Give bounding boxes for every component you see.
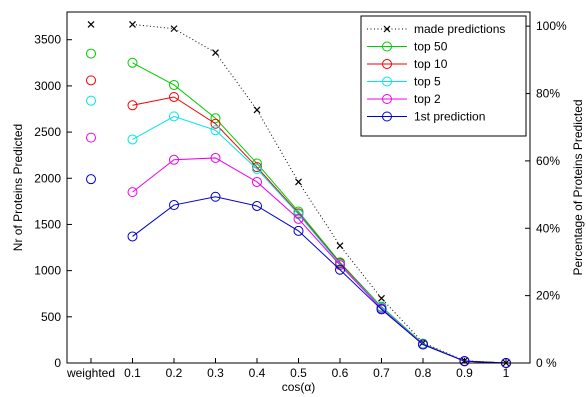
data-point-x-marker — [212, 49, 219, 57]
data-point-circle-marker — [127, 57, 138, 68]
legend-label: top 10 — [414, 57, 448, 71]
data-point-circle-marker — [210, 118, 221, 129]
data-point-x-marker — [253, 106, 261, 114]
x-tick-label: 0.9 — [456, 366, 473, 380]
data-point-x-marker — [295, 178, 302, 186]
data-point-circle-marker — [210, 191, 221, 202]
y-right-tick-label: 80% — [536, 87, 560, 101]
x-tick-label: 0.7 — [373, 366, 390, 380]
x-tick-label: 0.1 — [124, 366, 141, 380]
x-tick-label: 1 — [503, 366, 510, 380]
legend-circle-marker — [382, 59, 392, 69]
legend-x-marker — [383, 25, 391, 33]
data-point-circle-marker — [252, 176, 262, 187]
data-point-circle-marker — [293, 225, 304, 236]
data-point-circle-marker — [127, 134, 138, 145]
data-point-circle-marker — [376, 304, 387, 315]
y-right-tick-label: 20% — [536, 289, 560, 303]
axes-layer: 0 500 1000 1500 2000 2500 3000 3500 0 % 20% 40% 60%… — [34, 19, 567, 380]
legend-circle-marker — [382, 76, 392, 87]
y-tick-label: 3500 — [34, 33, 61, 47]
data-point-x-marker — [129, 21, 136, 28]
data-point-x-marker — [170, 25, 178, 33]
series-line — [132, 23, 507, 364]
y-right-tick-label: 40% — [536, 221, 560, 235]
data-point-circle-marker — [169, 111, 179, 122]
data-point-circle-marker — [335, 264, 345, 275]
data-point-circle-marker — [169, 154, 179, 165]
x-tick-label: weighted — [66, 366, 115, 380]
data-point-circle-marker — [86, 75, 96, 86]
data-point-circle-marker — [252, 200, 262, 211]
data-point-x-marker — [87, 21, 95, 28]
y-tick-label: 2500 — [34, 125, 61, 139]
series-line — [132, 196, 507, 364]
data-point-x-marker — [336, 242, 344, 250]
legend-label: top 2 — [414, 92, 441, 106]
x-tick-label: 0.4 — [249, 366, 266, 380]
x-axis-title: cos(α) — [282, 380, 316, 394]
y-tick-label: 500 — [41, 310, 61, 324]
y-axis-title: Nr of Proteins Predicted — [11, 124, 25, 251]
legend-label: 1st prediction — [414, 110, 485, 124]
x-tick-label: 0.6 — [332, 366, 349, 380]
data-point-circle-marker — [252, 164, 262, 175]
legend: made predictions top 50 top 10 top 5 top 2 1s… — [360, 15, 527, 137]
data-point-circle-marker — [210, 152, 221, 163]
legend-circle-marker — [382, 41, 392, 52]
y-tick-label: 3000 — [34, 79, 61, 93]
y-right-tick-label: 0 % — [536, 356, 557, 370]
legend-label: made predictions — [414, 22, 505, 36]
data-point-circle-marker — [169, 200, 179, 211]
y-axis-right-title: Percentage of Proteins Predicted — [571, 99, 585, 275]
data-point-circle-marker — [252, 158, 262, 169]
data-point-circle-marker — [86, 174, 96, 185]
data-point-circle-marker — [210, 125, 221, 136]
data-point-circle-marker — [127, 187, 138, 198]
data-point-circle-marker — [210, 113, 221, 124]
legend-label: top 5 — [414, 75, 441, 89]
data-point-circle-marker — [127, 231, 138, 242]
data-point-circle-marker — [418, 339, 428, 350]
y-tick-label: 1500 — [34, 217, 61, 231]
data-point-x-marker — [378, 294, 385, 302]
x-tick-label: 0.2 — [166, 366, 183, 380]
x-tick-label: 0.8 — [415, 366, 432, 380]
legend-circle-marker — [382, 94, 392, 104]
data-point-circle-marker — [86, 95, 96, 106]
y-tick-label: 1000 — [34, 264, 61, 278]
x-tick-label: 0.3 — [207, 366, 224, 380]
x-tick-label: 0.5 — [290, 366, 307, 380]
data-point-circle-marker — [127, 100, 138, 111]
data-point-circle-marker — [293, 213, 304, 224]
data-point-circle-marker — [86, 132, 96, 143]
y-right-tick-label: 60% — [536, 154, 560, 168]
y-tick-label: 2000 — [34, 171, 61, 185]
data-point-circle-marker — [169, 79, 179, 90]
y-right-tick-label: 100% — [536, 19, 567, 33]
legend-label: top 50 — [414, 40, 448, 54]
y-tick-label: 0 — [54, 356, 61, 370]
data-point-circle-marker — [86, 48, 96, 59]
data-point-circle-marker — [459, 356, 470, 367]
legend-circle-marker — [382, 111, 392, 122]
data-point-circle-marker — [169, 91, 179, 102]
